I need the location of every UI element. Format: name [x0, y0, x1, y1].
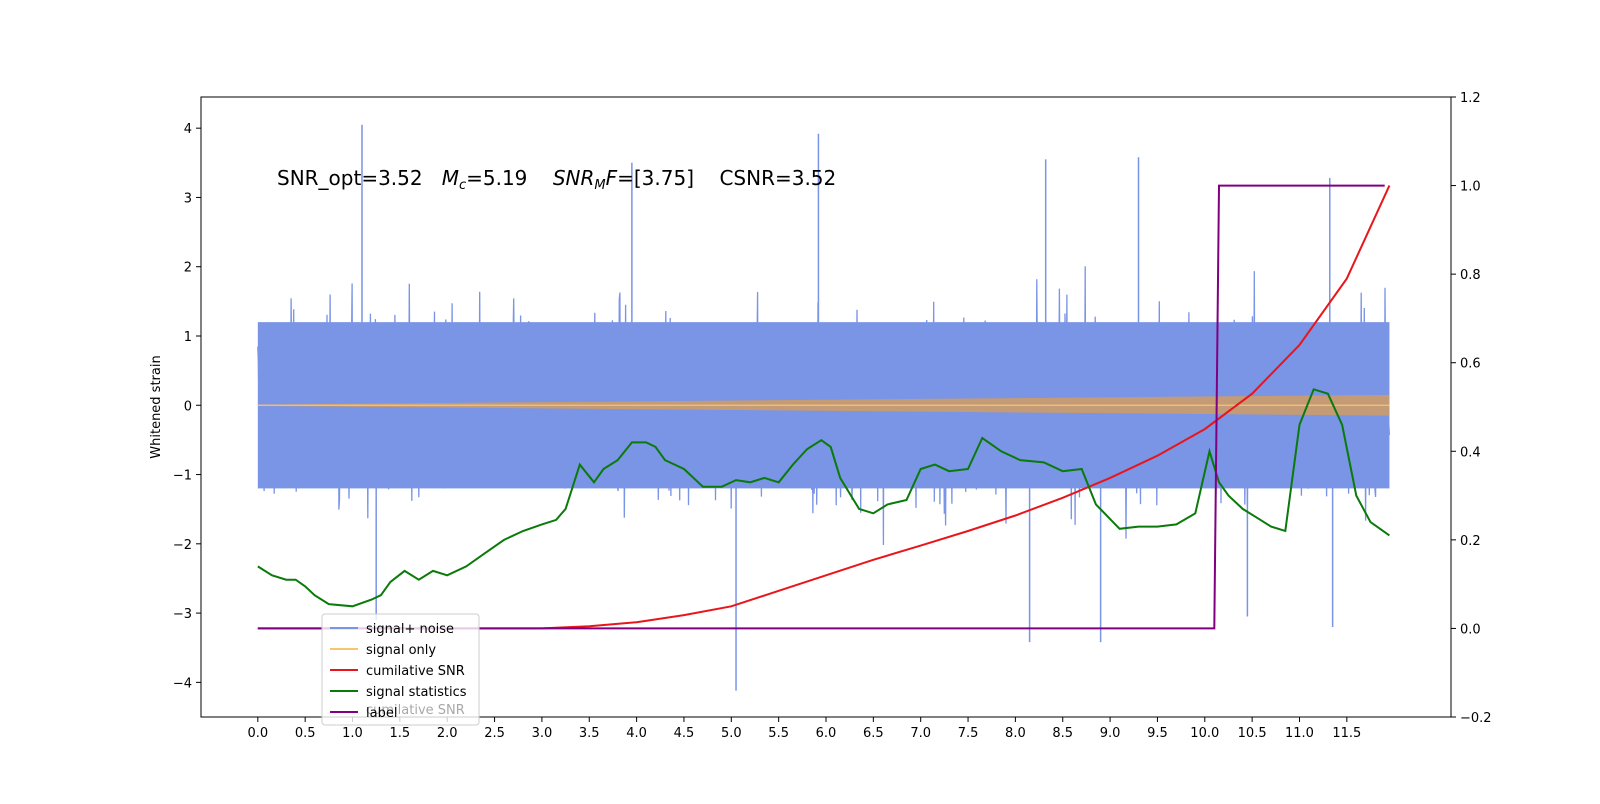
- x-tick-label: 10.5: [1238, 726, 1267, 741]
- y-tick-label: 1: [184, 330, 192, 345]
- annotation-snr-tail: F: [606, 166, 618, 190]
- y2-tick-label: 0.0: [1460, 622, 1481, 637]
- x-tick-label: 1.5: [390, 726, 411, 741]
- x-tick-label: 4.5: [674, 726, 695, 741]
- y2-tick-label: 0.6: [1460, 357, 1481, 372]
- x-tick-label: 7.0: [910, 726, 931, 741]
- x-tick-label: 11.5: [1332, 726, 1361, 741]
- legend-label: label: [366, 706, 397, 721]
- plot-area: [257, 124, 1391, 691]
- x-tick-label: 9.0: [1100, 726, 1121, 741]
- x-tick-label: 2.0: [437, 726, 458, 741]
- annotation-prefix: SNR_opt=3.52: [277, 166, 442, 190]
- y2-tick-label: 0.8: [1460, 268, 1481, 283]
- y2-tick-label: −0.2: [1460, 711, 1492, 726]
- x-tick-label: 8.0: [1005, 726, 1026, 741]
- y-tick-label: 3: [184, 191, 192, 206]
- x-tick-label: 0.0: [247, 726, 268, 741]
- x-tick-label: 2.5: [484, 726, 505, 741]
- x-tick-label: 8.5: [1052, 726, 1073, 741]
- x-axis: 0.0 0.5 1.0 1.5 2.0 2.5 3.0 3.5 4.0 4.5 5.0 5.5 6.0 6…: [247, 717, 1361, 741]
- legend-box: [321, 613, 480, 726]
- legend-label: signal statistics: [366, 685, 467, 700]
- y-axis-right: 1.2 1.0 0.8 0.6 0.4 0.2 0.0 −0.2: [1451, 91, 1492, 726]
- y-tick-label: 0: [184, 399, 192, 414]
- y-tick-label: −3: [173, 607, 192, 622]
- x-tick-label: 10.0: [1190, 726, 1219, 741]
- x-tick-label: 7.5: [958, 726, 979, 741]
- annotation-mc-value: =5.19: [466, 166, 553, 190]
- x-tick-label: 3.5: [579, 726, 600, 741]
- y-axis-title: Whitened strain: [149, 355, 164, 458]
- legend-label: signal+ noise: [366, 622, 454, 637]
- legend-entries: signal+ noise signal only cumilative SNR si…: [330, 622, 467, 721]
- annotation-snr-symbol: SNR: [553, 166, 595, 190]
- legend-ghost-text: cumilative SNR: [366, 703, 465, 718]
- y2-tick-label: 0.2: [1460, 534, 1481, 549]
- snr-annotation: SNR_opt=3.52 Mc=5.19 SNRMF=[3.75] CSNR=3…: [277, 166, 836, 193]
- x-tick-label: 6.5: [863, 726, 884, 741]
- x-tick-label: 0.5: [295, 726, 316, 741]
- annotation-snr-sub: M: [594, 178, 605, 193]
- y-tick-label: 4: [184, 122, 192, 137]
- annotation-mc-symbol: M: [442, 166, 459, 190]
- series-line-label: [257, 184, 1385, 630]
- x-tick-label: 5.0: [721, 726, 742, 741]
- y-tick-label: −1: [173, 469, 192, 484]
- series-line-cumulative-snr: [257, 185, 1391, 630]
- series-line-signal-statistics: [257, 388, 1390, 608]
- x-tick-label: 6.0: [816, 726, 837, 741]
- x-tick-label: 11.0: [1285, 726, 1314, 741]
- legend: cumilative SNR signal+ noise signal only c…: [321, 613, 480, 726]
- legend-label: cumilative SNR: [366, 664, 465, 679]
- y2-tick-label: 0.4: [1460, 445, 1481, 460]
- x-tick-label: 5.5: [768, 726, 789, 741]
- y-tick-label: 2: [184, 261, 192, 276]
- annotation-mc-sub: c: [459, 178, 466, 193]
- y-axis-left: 4 3 2 1 0 −1 −2 −3 −4: [173, 122, 201, 691]
- x-tick-label: 4.0: [626, 726, 647, 741]
- y2-tick-label: 1.2: [1460, 91, 1481, 106]
- y-tick-label: −2: [173, 538, 192, 553]
- x-tick-label: 3.0: [532, 726, 553, 741]
- y2-tick-label: 1.0: [1460, 180, 1481, 195]
- annotation-snr-value: =[3.75] CSNR=3.52: [617, 166, 836, 190]
- x-tick-label: 9.5: [1147, 726, 1168, 741]
- legend-label: signal only: [366, 643, 436, 658]
- y-tick-label: −4: [173, 676, 192, 691]
- x-tick-label: 1.0: [342, 726, 363, 741]
